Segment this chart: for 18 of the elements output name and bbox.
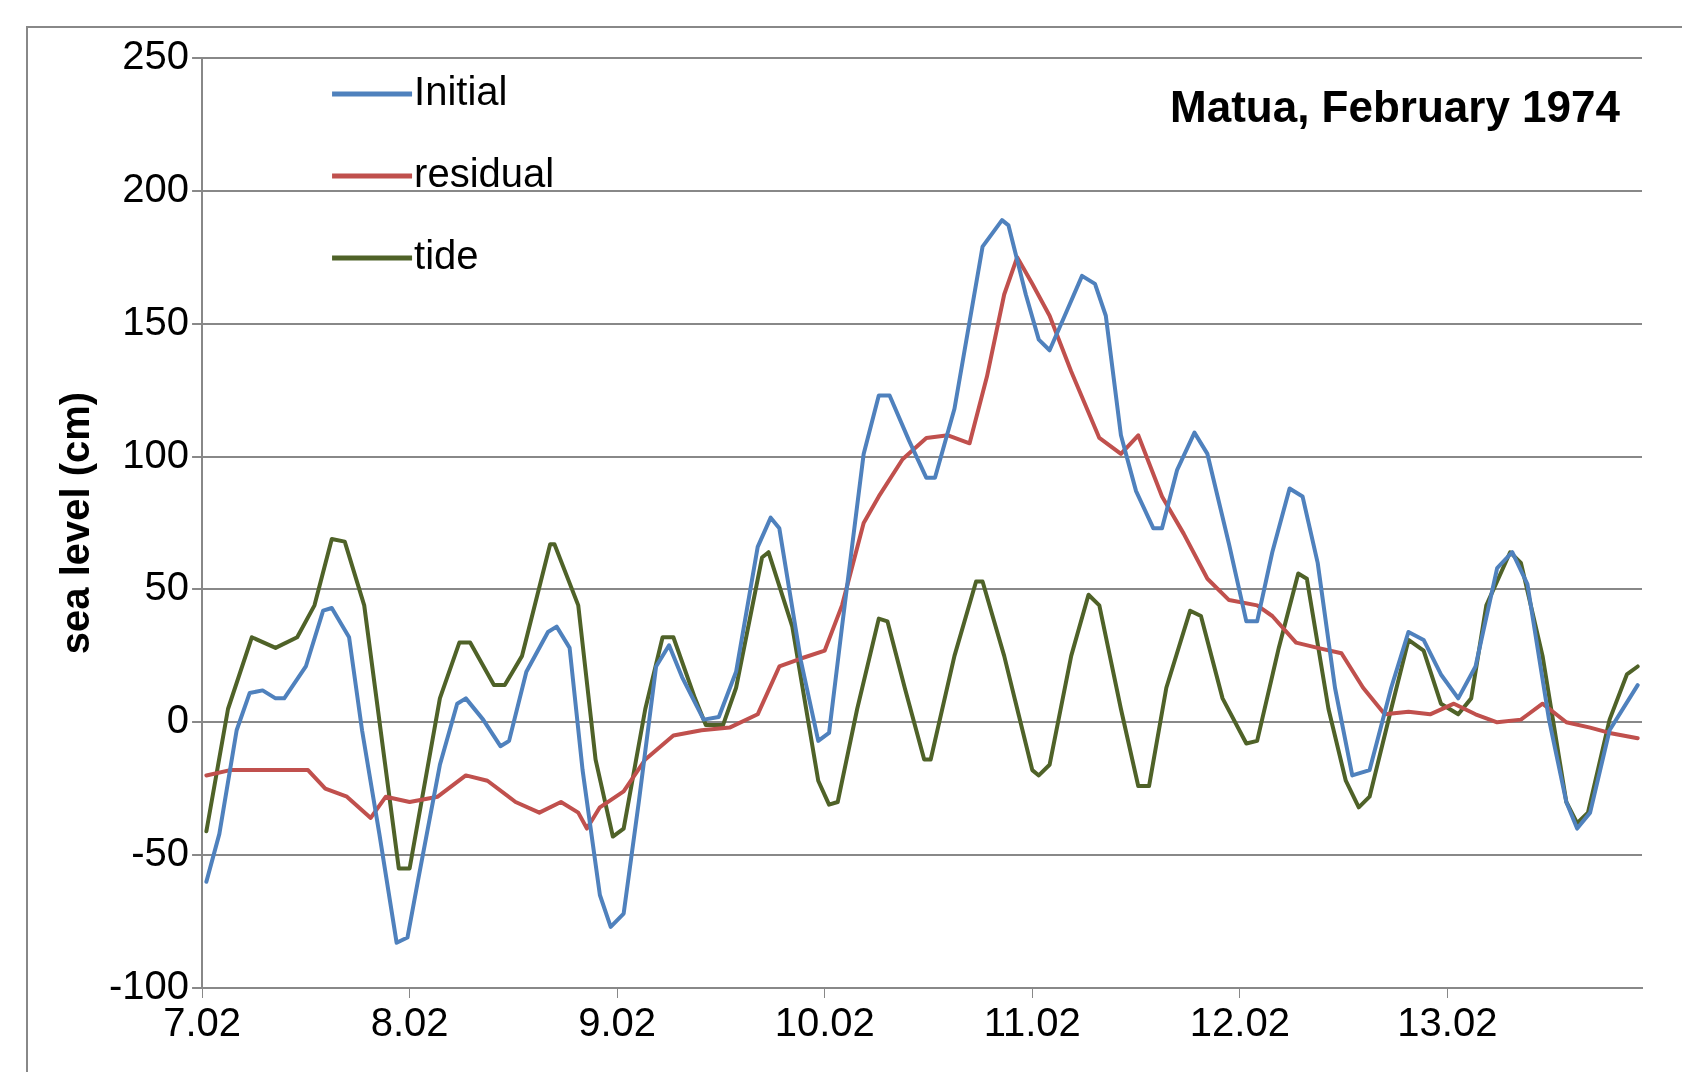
- x-tick-label: 13.02: [1397, 1000, 1498, 1045]
- y-tick-label: 200: [122, 165, 190, 210]
- text: Matua, February 1974: [1170, 82, 1621, 132]
- y-tick-label: -50: [131, 830, 190, 875]
- y-axis-title: sea level (cm): [53, 391, 98, 655]
- x-tick-label: 12.02: [1189, 1000, 1290, 1045]
- x-tick-label: 10.02: [774, 1000, 875, 1045]
- y-tick-label: 100: [122, 431, 190, 476]
- legend-label: Initial: [414, 69, 508, 114]
- y-tick-label: 0: [166, 697, 190, 742]
- legend-label: residual: [414, 151, 555, 196]
- y-tick-label: 50: [144, 564, 190, 609]
- x-tick-label: 9.02: [578, 1000, 657, 1045]
- y-tick-label: 150: [122, 298, 190, 343]
- legend-label: tide: [414, 233, 479, 278]
- y-tick-label: 250: [122, 33, 190, 78]
- x-tick-label: 11.02: [983, 1000, 1081, 1045]
- x-tick-label: 8.02: [370, 1000, 449, 1045]
